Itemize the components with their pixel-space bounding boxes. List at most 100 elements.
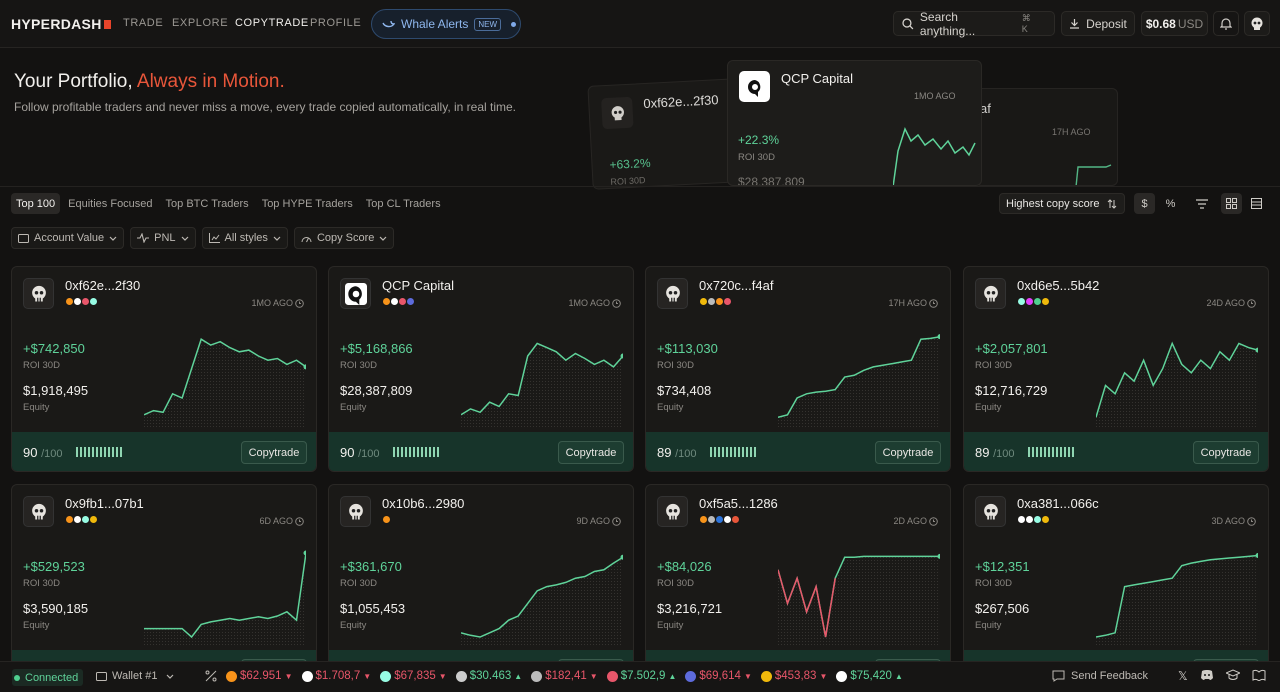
copytrade-button[interactable]: Copytrade	[1193, 441, 1259, 464]
qcp-logo-icon	[340, 278, 371, 309]
trader-name[interactable]: 0xf62e...2f30	[65, 278, 141, 293]
list-icon	[1251, 198, 1262, 209]
tab-top-cl-traders[interactable]: Top CL Traders	[365, 197, 441, 210]
search-input[interactable]: Search anything... ⌘ K	[893, 9, 1055, 38]
trader-card[interactable]: 0x10b6...2980 9D AGO +$361,670 ROI 30D $…	[328, 484, 634, 690]
equity-label: Equity	[657, 402, 684, 413]
ticker-price: $1.708,7	[315, 670, 361, 682]
styles-filter[interactable]: All styles	[201, 227, 288, 249]
filter-button[interactable]	[1191, 193, 1212, 214]
view-usd-toggle[interactable]: $	[1134, 193, 1155, 214]
grid-view-button[interactable]	[1221, 193, 1242, 214]
score-bars	[1028, 447, 1074, 457]
coin-icon	[531, 670, 543, 682]
trader-card[interactable]: 0x9fb1...07b1 6D AGO +$529,523 ROI 30D $…	[11, 484, 317, 690]
social-links: 𝕏	[1178, 669, 1266, 683]
ticker-item[interactable]: $182,41 ▼	[531, 670, 598, 682]
ticker-item[interactable]: $67,835 ▼	[380, 670, 447, 682]
preview-sparkline	[893, 127, 976, 185]
copy-score: 89 /100	[975, 445, 1015, 460]
copytrade-button[interactable]: Copytrade	[241, 441, 307, 464]
deposit-button[interactable]: Deposit	[1061, 11, 1135, 36]
tab-equities-focused[interactable]: Equities Focused	[68, 197, 153, 210]
trader-card[interactable]: 0xa381...066c 3D AGO +$12,351 ROI 30D $2…	[963, 484, 1269, 690]
nav-trade[interactable]: TRADE	[123, 17, 164, 29]
trader-name[interactable]: 0xd6e5...5b42	[1017, 278, 1100, 293]
preview-equity: $28,387,809	[738, 175, 805, 186]
roi-label: ROI 30D	[657, 360, 694, 371]
equity-value: $267,506	[975, 601, 1030, 616]
trader-card[interactable]: QCP Capital 1MO AGO +$5,168,866 ROI 30D …	[328, 266, 634, 472]
arrow-down-icon: ▼	[438, 671, 447, 681]
skull-icon	[23, 278, 54, 309]
user-avatar[interactable]	[1244, 11, 1270, 36]
roi-label: ROI 30D	[340, 360, 377, 371]
trader-card[interactable]: 0xf5a5...1286 2D AGO +$84,026 ROI 30D $3…	[645, 484, 951, 690]
tab-top-btc-traders[interactable]: Top BTC Traders	[165, 197, 249, 210]
book-icon[interactable]	[1252, 669, 1266, 681]
clock-icon	[929, 298, 938, 308]
trader-name[interactable]: 0xa381...066c	[1017, 496, 1099, 511]
list-view-button[interactable]	[1246, 193, 1267, 214]
trader-name[interactable]: 0x9fb1...07b1	[65, 496, 144, 511]
coin-icon	[760, 670, 772, 682]
wallet-label: Wallet #1	[112, 670, 158, 682]
view-percent-toggle[interactable]: %	[1165, 197, 1176, 210]
equity-label: Equity	[975, 402, 1002, 413]
copy-score: 90 /100	[340, 445, 380, 460]
trader-name[interactable]: QCP Capital	[382, 278, 455, 293]
sort-select[interactable]: Highest copy score	[999, 193, 1125, 214]
nav-profile[interactable]: PROFILE	[310, 17, 362, 29]
ticker-item[interactable]: $75,420 ▲	[836, 670, 903, 682]
arrow-down-icon: ▼	[284, 671, 293, 681]
percent-icon	[205, 670, 217, 682]
trader-name[interactable]: 0x10b6...2980	[382, 496, 465, 511]
arrow-down-icon: ▼	[819, 671, 828, 681]
tab-top-100[interactable]: Top 100	[11, 193, 61, 214]
pnl-filter[interactable]: PNL	[130, 227, 196, 249]
last-trade-time: 1MO AGO	[251, 298, 304, 308]
notifications-button[interactable]	[1213, 11, 1239, 36]
ticker-item[interactable]: $30.463 ▲	[455, 670, 522, 682]
copytrade-button[interactable]: Copytrade	[875, 441, 941, 464]
nav-explore[interactable]: EXPLORE	[172, 17, 229, 29]
search-placeholder: Search anything...	[919, 9, 976, 38]
trader-name[interactable]: 0xf5a5...1286	[699, 496, 778, 511]
coin-icon	[685, 670, 697, 682]
nav-copytrade[interactable]: COPYTRADE	[235, 17, 309, 29]
ticker-item[interactable]: $69,614 ▼	[685, 670, 752, 682]
ticker-item[interactable]: $7.502,9 ▲	[606, 670, 676, 682]
skull-icon	[975, 278, 1006, 309]
graduation-cap-icon[interactable]	[1225, 669, 1240, 681]
tab-top-hype-traders[interactable]: Top HYPE Traders	[261, 197, 353, 210]
chart-icon	[208, 233, 220, 243]
ticker-item[interactable]: $453,83 ▼	[760, 670, 828, 682]
copytrade-button[interactable]: Copytrade	[558, 441, 624, 464]
wallet-select[interactable]: Wallet #1	[96, 670, 174, 682]
wallet-icon	[18, 234, 29, 243]
trader-card[interactable]: 0xf62e...2f30 1MO AGO +$742,850 ROI 30D …	[11, 266, 317, 472]
filter-label: Account Value	[34, 232, 105, 244]
preview-name: 0xf62e...2f30	[642, 92, 719, 112]
roi-label: ROI 30D	[23, 360, 60, 371]
skull-icon	[340, 496, 371, 527]
trader-card[interactable]: 0x720c...f4af 17H AGO +$113,030 ROI 30D …	[645, 266, 951, 472]
send-feedback-button[interactable]: Send Feedback	[1052, 670, 1148, 682]
message-icon	[1052, 670, 1065, 682]
ticker-price: $67,835	[394, 670, 436, 682]
discord-icon[interactable]	[1200, 669, 1214, 681]
logo[interactable]: HYPERDASH	[11, 16, 111, 32]
feedback-label: Send Feedback	[1071, 670, 1149, 682]
ticker-item[interactable]: $1.708,7 ▼	[301, 670, 371, 682]
equity-value: $1,918,495	[23, 383, 89, 398]
preview-card-back-right: af 17H AGO	[975, 88, 1118, 186]
whale-alerts-button[interactable]: Whale Alerts NEW	[371, 9, 521, 39]
x-icon[interactable]: 𝕏	[1178, 669, 1188, 683]
trader-name[interactable]: 0x720c...f4af	[699, 278, 774, 293]
coin-icon	[406, 297, 415, 306]
trader-card[interactable]: 0xd6e5...5b42 24D AGO +$2,057,801 ROI 30…	[963, 266, 1269, 472]
ticker-item[interactable]: $62.951 ▼	[226, 670, 293, 682]
copy-score-filter[interactable]: Copy Score	[293, 227, 395, 249]
balance-display[interactable]: $0.68 USD	[1141, 11, 1208, 36]
account-value-filter[interactable]: Account Value	[11, 227, 125, 249]
